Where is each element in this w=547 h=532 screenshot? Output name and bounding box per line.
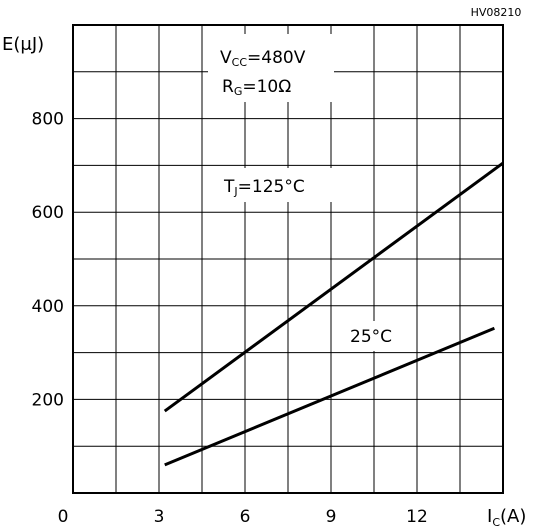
x-tick-labels: 0 3 6 9 12 — [58, 507, 428, 527]
y-axis-label: E(μJ) — [2, 34, 44, 55]
test-conditions: VCC=480V RG=10Ω — [208, 34, 334, 102]
x-tick-label: 3 — [154, 507, 165, 527]
series-label-25c: 25°C — [343, 321, 405, 351]
condition-rg: RG=10Ω — [222, 77, 291, 98]
svg-text:25°C: 25°C — [350, 327, 392, 347]
series-line-25c — [165, 328, 495, 465]
y-tick-label: 200 — [32, 390, 64, 410]
series-label-125c: TJ=125°C — [214, 168, 338, 202]
y-tick-labels: 200 400 600 800 — [32, 110, 64, 411]
x-tick-label: 0 — [58, 507, 69, 527]
y-tick-label: 400 — [32, 297, 64, 317]
y-tick-label: 800 — [32, 110, 64, 130]
x-tick-label: 9 — [326, 507, 337, 527]
x-tick-label: 6 — [240, 507, 251, 527]
figure-code: HV08210 — [471, 6, 522, 19]
x-tick-label: 12 — [406, 507, 428, 527]
series-lines — [165, 163, 503, 465]
x-axis-label: IC(A) — [487, 506, 526, 529]
y-tick-label: 600 — [32, 203, 64, 223]
